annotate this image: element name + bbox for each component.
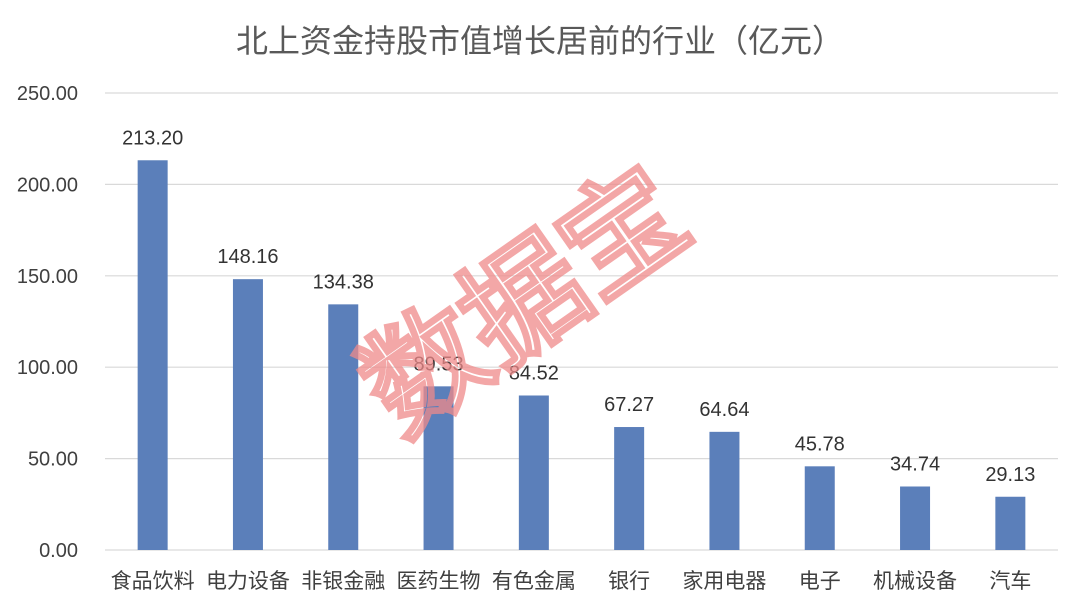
data-label: 29.13	[985, 464, 1035, 486]
bar	[137, 160, 168, 551]
data-label: 89.53	[414, 353, 464, 375]
y-axis-ticks: 0.00 50.00 100.00 150.00 200.00 250.00	[17, 83, 78, 562]
bar	[709, 431, 740, 550]
data-label: 148.16	[217, 246, 278, 268]
x-tick-label: 银行	[608, 569, 650, 593]
gridlines	[105, 92, 1058, 551]
bar	[995, 496, 1026, 550]
bar	[423, 386, 454, 550]
bar	[804, 466, 835, 550]
x-axis-ticks: 食品饮料 电力设备 非银金融 医药生物 有色金属 银行 家用电器 电子 机械设备 汽车	[111, 569, 1032, 593]
data-label: 213.20	[122, 127, 183, 149]
x-tick-label: 家用电器	[682, 569, 766, 593]
x-tick-label: 医药生物	[397, 569, 481, 593]
bar	[900, 486, 931, 550]
y-tick-label: 200.00	[17, 174, 78, 196]
data-label: 67.27	[604, 394, 654, 416]
data-labels: 213.20 148.16 134.38 89.53 84.52 67.27 64.64 45…	[122, 127, 1035, 485]
bar	[328, 304, 359, 550]
x-tick-label: 电子	[799, 569, 841, 593]
x-tick-label: 非银金融	[301, 569, 385, 593]
data-label: 84.52	[509, 362, 559, 384]
x-tick-label: 有色金属	[492, 569, 576, 593]
x-tick-label: 汽车	[989, 569, 1031, 593]
y-tick-label: 0.00	[39, 540, 78, 562]
y-tick-label: 150.00	[17, 266, 78, 288]
data-label: 45.78	[795, 433, 845, 455]
data-label: 34.74	[890, 453, 940, 475]
y-tick-label: 250.00	[17, 83, 78, 105]
data-label: 64.64	[699, 399, 749, 421]
x-tick-label: 电力设备	[206, 569, 290, 593]
data-label: 134.38	[313, 271, 374, 293]
bars	[137, 160, 1026, 551]
bar	[614, 427, 645, 550]
bar	[232, 279, 263, 550]
chart-title: 北上资金持股市值增长居前的行业（亿元）	[236, 22, 844, 60]
x-tick-label: 机械设备	[873, 569, 957, 593]
y-tick-label: 50.00	[28, 449, 78, 471]
bar	[518, 395, 549, 550]
x-tick-label: 食品饮料	[111, 569, 195, 593]
y-tick-label: 100.00	[17, 357, 78, 379]
